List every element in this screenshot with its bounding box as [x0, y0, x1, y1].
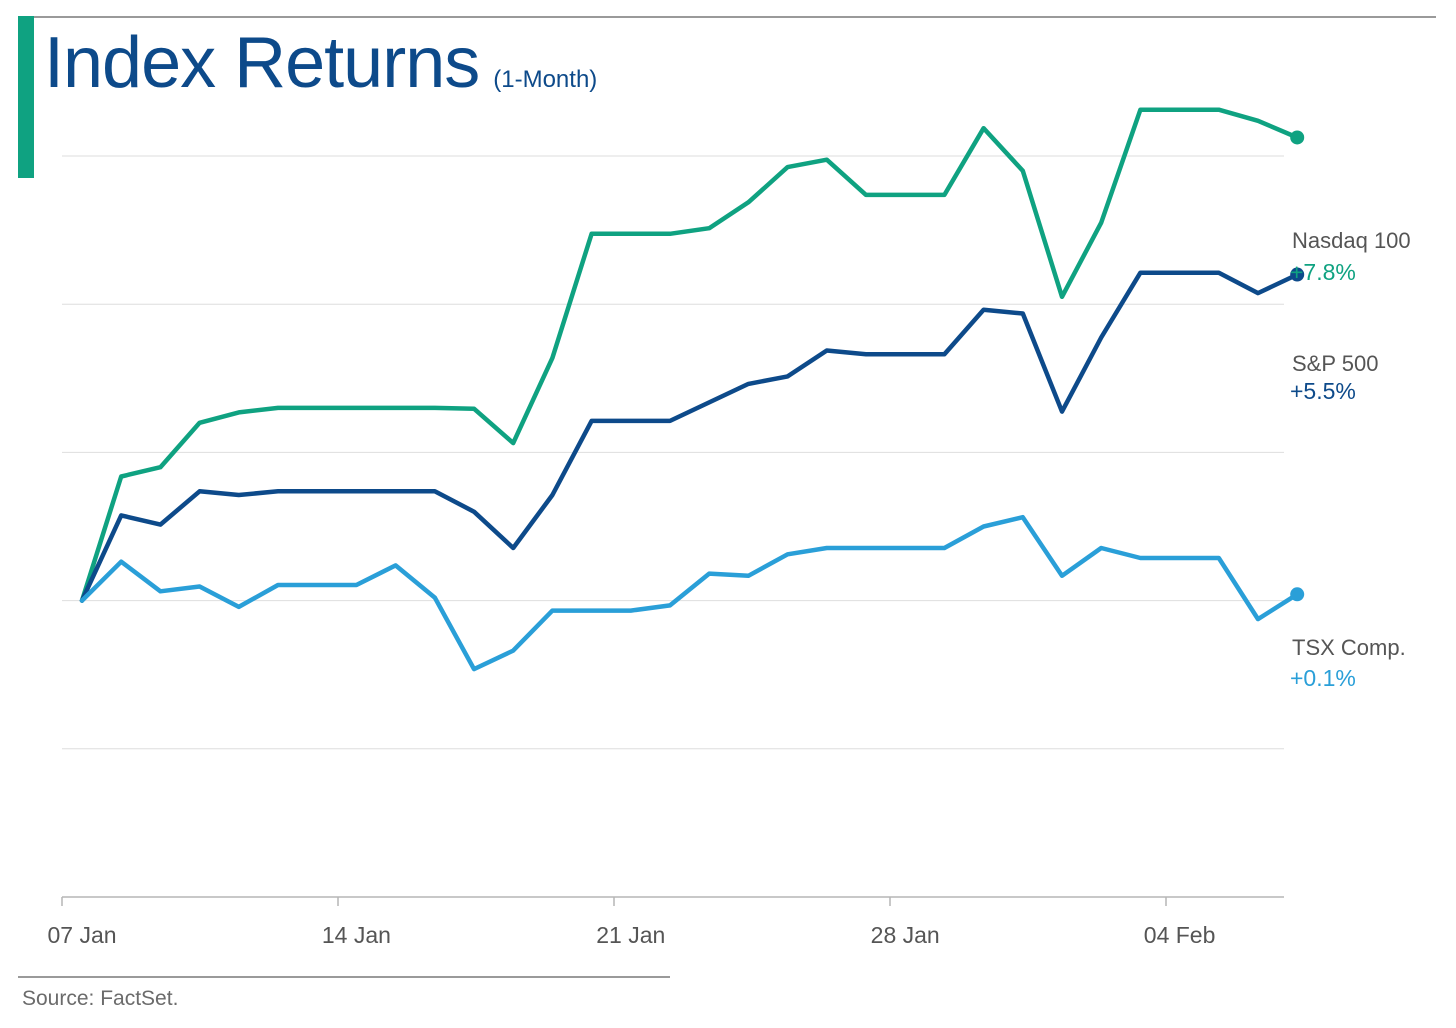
series-line-nasdaq-100 [79, 107, 1300, 603]
chart-subtitle: (1-Month) [493, 66, 598, 93]
series-lines [79, 107, 1305, 672]
title-accent-bar [18, 16, 34, 178]
series-name-sp-500: S&P 500 [1292, 351, 1378, 376]
source-note: Source: FactSet. [22, 987, 179, 1010]
x-axis: 07 Jan 14 Jan 21 Jan 28 Jan 04 Feb [47, 897, 1215, 948]
top-rule [18, 16, 1436, 18]
gridlines [62, 155, 1284, 898]
x-tick-label: 07 Jan [47, 922, 116, 948]
x-tick-label: 21 Jan [596, 922, 665, 948]
series-value-nasdaq-100: +7.8% [1290, 259, 1356, 285]
x-tick-label: 28 Jan [871, 922, 940, 948]
x-tick-label: 14 Jan [322, 922, 391, 948]
series-end-marker-nasdaq-100 [1290, 130, 1305, 145]
series-end-marker-sp-500 [1290, 267, 1305, 282]
x-tick-label: 04 Feb [1144, 922, 1216, 948]
source-rule [18, 976, 670, 978]
chart-title-text: Index Returns [44, 23, 480, 103]
series-value-sp-500: +5.5% [1290, 378, 1356, 404]
series-name-tsx-comp: TSX Comp. [1292, 635, 1406, 660]
series-line-tsx-comp [79, 514, 1300, 672]
chart-title: Index Returns (1-Month) [44, 22, 597, 104]
series-value-tsx-comp: +0.1% [1290, 665, 1356, 691]
series-line-sp-500 [79, 270, 1300, 603]
series-end-labels: Nasdaq 100 +7.8% S&P 500+5.5% TSX Comp. +0.1… [1290, 228, 1411, 691]
series-end-marker-tsx-comp [1290, 587, 1305, 602]
series-name-nasdaq-100: Nasdaq 100 [1292, 228, 1411, 253]
